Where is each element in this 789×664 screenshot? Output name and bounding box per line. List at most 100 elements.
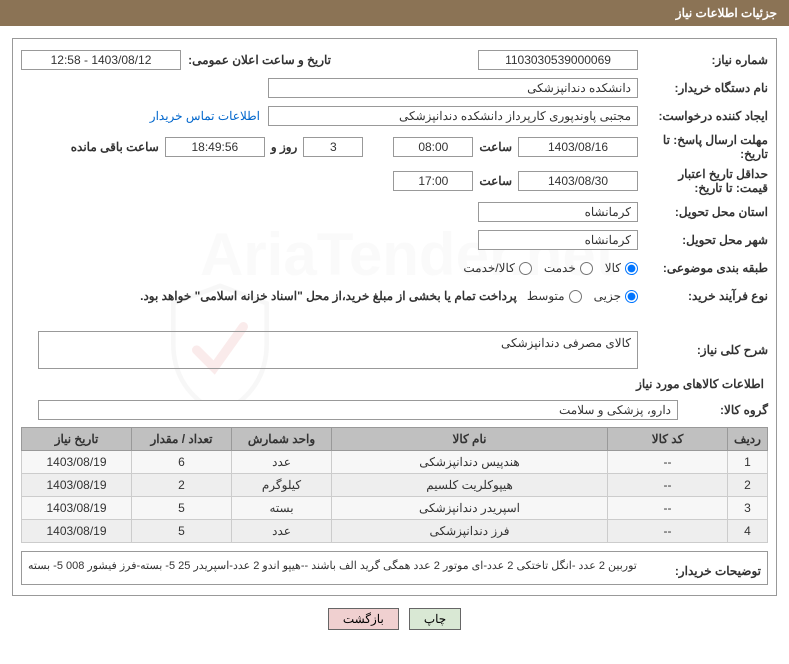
label-province: استان محل تحویل: — [638, 205, 768, 219]
label-hour-2: ساعت — [479, 174, 512, 188]
field-org: دانشکده دندانپزشکی — [268, 78, 638, 98]
label-goods-group: گروه کالا: — [678, 403, 768, 417]
label-reply-deadline: مهلت ارسال پاسخ: تا تاریخ: — [638, 133, 768, 161]
table-cell: هیپوکلریت کلسیم — [332, 474, 608, 497]
label-hour-1: ساعت — [479, 140, 512, 154]
row-province: استان محل تحویل: کرمانشاه — [21, 201, 768, 223]
payment-note: پرداخت تمام یا بخشی از مبلغ خرید،از محل … — [21, 289, 527, 303]
label-city: شهر محل تحویل: — [638, 233, 768, 247]
table-cell: 1403/08/19 — [22, 474, 132, 497]
table-row: 1--هندپیس دندانپزشکیعدد61403/08/19 — [22, 451, 768, 474]
content-area: شماره نیاز: 1103030539000069 تاریخ و ساع… — [0, 26, 789, 648]
label-price-validity: حداقل تاریخ اعتبار قیمت: تا تاریخ: — [638, 167, 768, 195]
label-org: نام دستگاه خریدار: — [638, 81, 768, 95]
buyer-notes-text: توربین 2 عدد -انگل تاختکی 2 عدد-ای موتور… — [28, 558, 651, 575]
table-cell: 1 — [728, 451, 768, 474]
table-cell: هندپیس دندانپزشکی — [332, 451, 608, 474]
row-subject-class: طبقه بندی موضوعی: کالا خدمت کالا/خدمت — [21, 257, 768, 279]
purchase-radio-group: جزیی متوسط — [527, 289, 638, 303]
radio-khedmat[interactable]: خدمت — [544, 261, 593, 275]
radio-label-both: کالا/خدمت — [463, 261, 514, 275]
table-cell: -- — [608, 520, 728, 543]
field-city: کرمانشاه — [478, 230, 638, 250]
table-cell: 4 — [728, 520, 768, 543]
radio-label-khedmat: خدمت — [544, 261, 576, 275]
th-date: تاریخ نیاز — [22, 428, 132, 451]
th-unit: واحد شمارش — [232, 428, 332, 451]
radio-input-medium[interactable] — [569, 290, 582, 303]
table-cell: 1403/08/19 — [22, 497, 132, 520]
radio-medium[interactable]: متوسط — [527, 289, 582, 303]
label-requester: ایجاد کننده درخواست: — [638, 109, 768, 123]
table-cell: 6 — [132, 451, 232, 474]
radio-label-minor: جزیی — [594, 289, 621, 303]
table-cell: 2 — [728, 474, 768, 497]
field-announce-date: 1403/08/12 - 12:58 — [21, 50, 181, 70]
table-cell: عدد — [232, 520, 332, 543]
row-org: نام دستگاه خریدار: دانشکده دندانپزشکی — [21, 77, 768, 99]
row-purchase-type: نوع فرآیند خرید: جزیی متوسط پرداخت تمام … — [21, 285, 768, 307]
table-cell: اسپریدر دندانپزشکی — [332, 497, 608, 520]
table-cell: 1403/08/19 — [22, 451, 132, 474]
radio-label-medium: متوسط — [527, 289, 565, 303]
goods-table-wrap: ردیف کد کالا نام کالا واحد شمارش تعداد /… — [21, 427, 768, 543]
table-row: 4--فرز دندانپزشکیعدد51403/08/19 — [22, 520, 768, 543]
table-cell: عدد — [232, 451, 332, 474]
label-buyer-notes: توضیحات خریدار: — [651, 558, 761, 578]
field-days: 3 — [303, 137, 363, 157]
field-price-valid-date: 1403/08/30 — [518, 171, 638, 191]
th-row: ردیف — [728, 428, 768, 451]
radio-both[interactable]: کالا/خدمت — [463, 261, 531, 275]
field-remaining-time: 18:49:56 — [165, 137, 265, 157]
row-price-validity: حداقل تاریخ اعتبار قیمت: تا تاریخ: 1403/… — [21, 167, 768, 195]
th-code: کد کالا — [608, 428, 728, 451]
radio-kala[interactable]: کالا — [605, 261, 638, 275]
label-purchase-type: نوع فرآیند خرید: — [638, 289, 768, 303]
field-requester: مجتبی پاوندپوری کارپرداز دانشکده دندانپز… — [268, 106, 638, 126]
label-need-no: شماره نیاز: — [638, 53, 768, 67]
label-days-and: روز و — [271, 140, 298, 154]
radio-input-minor[interactable] — [625, 290, 638, 303]
table-row: 2--هیپوکلریت کلسیمکیلوگرم21403/08/19 — [22, 474, 768, 497]
buyer-contact-link[interactable]: اطلاعات تماس خریدار — [150, 109, 260, 123]
radio-label-kala: کالا — [605, 261, 621, 275]
table-cell: 2 — [132, 474, 232, 497]
table-cell: 3 — [728, 497, 768, 520]
row-requester: ایجاد کننده درخواست: مجتبی پاوندپوری کار… — [21, 105, 768, 127]
panel-header: جزئیات اطلاعات نیاز — [0, 0, 789, 26]
radio-minor[interactable]: جزیی — [594, 289, 638, 303]
row-need-no: شماره نیاز: 1103030539000069 تاریخ و ساع… — [21, 49, 768, 71]
radio-input-kala[interactable] — [625, 262, 638, 275]
table-row: 3--اسپریدر دندانپزشکیبسته51403/08/19 — [22, 497, 768, 520]
table-cell: 5 — [132, 520, 232, 543]
back-button[interactable]: بازگشت — [328, 608, 399, 630]
section-goods-info: اطلاعات کالاهای مورد نیاز — [21, 377, 768, 391]
field-reply-hour: 08:00 — [393, 137, 473, 157]
table-cell: بسته — [232, 497, 332, 520]
table-cell: -- — [608, 451, 728, 474]
field-reply-date: 1403/08/16 — [518, 137, 638, 157]
label-subject-class: طبقه بندی موضوعی: — [638, 261, 768, 275]
field-need-no: 1103030539000069 — [478, 50, 638, 70]
button-row: چاپ بازگشت — [12, 596, 777, 636]
table-cell: فرز دندانپزشکی — [332, 520, 608, 543]
field-province: کرمانشاه — [478, 202, 638, 222]
th-qty: تعداد / مقدار — [132, 428, 232, 451]
label-need-desc: شرح کلی نیاز: — [638, 343, 768, 357]
table-cell: -- — [608, 474, 728, 497]
table-cell: 5 — [132, 497, 232, 520]
table-cell: کیلوگرم — [232, 474, 332, 497]
table-cell: -- — [608, 497, 728, 520]
print-button[interactable]: چاپ — [409, 608, 461, 630]
goods-tbody: 1--هندپیس دندانپزشکیعدد61403/08/192--هیپ… — [22, 451, 768, 543]
subject-radio-group: کالا خدمت کالا/خدمت — [463, 261, 638, 275]
row-city: شهر محل تحویل: کرمانشاه — [21, 229, 768, 251]
label-announce-date: تاریخ و ساعت اعلان عمومی: — [181, 53, 331, 67]
row-goods-group: گروه کالا: دارو، پزشکی و سلامت — [21, 399, 768, 421]
field-price-valid-hour: 17:00 — [393, 171, 473, 191]
radio-input-both[interactable] — [519, 262, 532, 275]
radio-input-khedmat[interactable] — [580, 262, 593, 275]
row-need-desc: شرح کلی نیاز: کالای مصرفی دندانپزشکی — [21, 331, 768, 369]
field-goods-group: دارو، پزشکی و سلامت — [38, 400, 678, 420]
buyer-notes-box: توضیحات خریدار: توربین 2 عدد -انگل تاختک… — [21, 551, 768, 585]
